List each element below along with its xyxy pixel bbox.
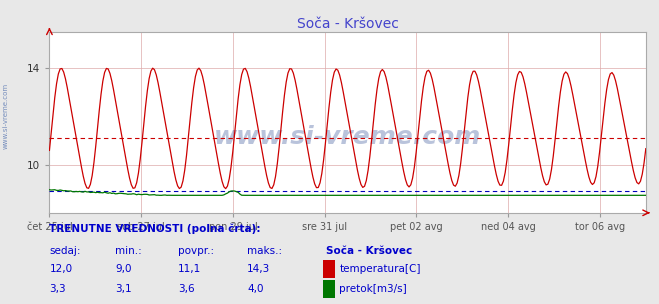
Text: 14,3: 14,3 (247, 264, 270, 275)
Text: temperatura[C]: temperatura[C] (339, 264, 421, 275)
Text: maks.:: maks.: (247, 246, 282, 256)
Text: www.si-vreme.com: www.si-vreme.com (2, 82, 9, 149)
Text: Soča - Kršovec: Soča - Kršovec (326, 246, 413, 256)
Text: sedaj:: sedaj: (49, 246, 81, 256)
Text: 12,0: 12,0 (49, 264, 72, 275)
Text: pretok[m3/s]: pretok[m3/s] (339, 284, 407, 294)
Text: www.si-vreme.com: www.si-vreme.com (214, 125, 481, 149)
Text: 4,0: 4,0 (247, 284, 264, 294)
Text: povpr.:: povpr.: (178, 246, 214, 256)
Text: 3,3: 3,3 (49, 284, 66, 294)
Title: Soča - Kršovec: Soča - Kršovec (297, 17, 399, 31)
Text: 11,1: 11,1 (178, 264, 201, 275)
Text: min.:: min.: (115, 246, 142, 256)
Text: 9,0: 9,0 (115, 264, 132, 275)
Text: TRENUTNE VREDNOSTI (polna črta):: TRENUTNE VREDNOSTI (polna črta): (49, 223, 261, 234)
Text: 3,1: 3,1 (115, 284, 132, 294)
Text: 3,6: 3,6 (178, 284, 194, 294)
